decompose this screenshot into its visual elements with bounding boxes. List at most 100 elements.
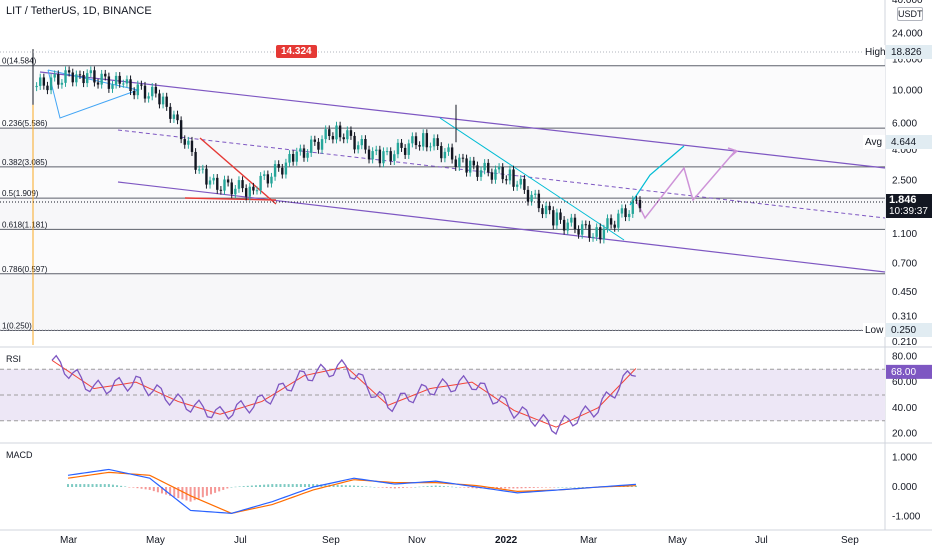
candle-body bbox=[465, 158, 468, 173]
macd-histogram-bar bbox=[340, 485, 343, 487]
candle-body bbox=[422, 133, 425, 147]
candle-body bbox=[537, 193, 541, 209]
candle-body bbox=[378, 149, 382, 164]
macd-histogram-bar bbox=[634, 485, 637, 487]
macd-histogram-bar bbox=[71, 484, 74, 487]
macd-histogram-bar bbox=[291, 484, 294, 487]
candle-body bbox=[125, 79, 129, 84]
candle-body bbox=[418, 145, 421, 147]
candle-body bbox=[580, 224, 584, 235]
macd-histogram-bar bbox=[303, 484, 306, 487]
symbol-title[interactable]: LIT / TetherUS, 1D, BINANCE bbox=[6, 5, 152, 17]
candle-body bbox=[407, 143, 410, 155]
candle-body bbox=[328, 129, 331, 137]
macd-histogram-bar bbox=[430, 485, 433, 487]
candle-body bbox=[241, 180, 244, 189]
macd-histogram-bar bbox=[87, 484, 90, 487]
candle-body bbox=[179, 120, 183, 140]
candle-body bbox=[396, 142, 400, 155]
candle-body bbox=[122, 83, 125, 85]
candle-body bbox=[201, 168, 205, 170]
channel-mid-line bbox=[117, 129, 886, 219]
macd-histogram-bar bbox=[75, 484, 78, 487]
rsi-axis-tick: 80.00 bbox=[892, 351, 917, 362]
macd-histogram-bar bbox=[99, 484, 102, 487]
candle-body bbox=[501, 166, 504, 180]
candle-body bbox=[165, 96, 168, 107]
candle-body bbox=[638, 199, 642, 209]
candle-body bbox=[548, 205, 551, 211]
fib-zone bbox=[0, 166, 885, 199]
triangle-pattern bbox=[47, 69, 140, 119]
macd-histogram-bar bbox=[242, 486, 245, 487]
macd-histogram-bar bbox=[418, 486, 421, 488]
candle-body bbox=[226, 179, 230, 183]
macd-histogram-bar bbox=[287, 484, 290, 487]
candle-body bbox=[198, 169, 201, 171]
candle-body bbox=[190, 140, 194, 152]
macd-histogram-bar bbox=[545, 487, 548, 488]
macd-axis-tick: -1.000 bbox=[892, 511, 921, 522]
candle-body bbox=[570, 217, 573, 223]
macd-histogram-bar bbox=[459, 487, 462, 488]
candle-body bbox=[617, 213, 620, 228]
purple-projection-path bbox=[635, 149, 737, 220]
macd-histogram-bar bbox=[446, 486, 449, 487]
candle-body bbox=[624, 208, 627, 218]
macd-histogram-bar bbox=[214, 487, 217, 493]
current-price: 1.846 bbox=[889, 194, 917, 206]
macd-histogram-bar bbox=[308, 484, 311, 487]
time-axis-tick: Nov bbox=[408, 535, 426, 546]
macd-histogram-bar bbox=[152, 487, 155, 492]
macd-histogram-bar bbox=[230, 487, 233, 488]
macd-histogram-bar bbox=[283, 484, 286, 487]
candle-body bbox=[158, 93, 161, 105]
candle-body bbox=[71, 72, 74, 83]
candle-body bbox=[526, 189, 530, 202]
macd-signal-line bbox=[67, 471, 636, 514]
candle-body bbox=[472, 160, 475, 166]
candle-body bbox=[440, 145, 443, 159]
macd-histogram-bar bbox=[181, 487, 184, 500]
macd-histogram-bar bbox=[410, 487, 413, 488]
macd-histogram-bar bbox=[377, 487, 380, 488]
fib-level-label: 0(14.584) bbox=[2, 57, 37, 66]
rsi-current-value: 68.00 bbox=[891, 367, 916, 378]
channel-upper-line bbox=[39, 71, 886, 169]
candle-body bbox=[263, 174, 266, 176]
macd-histogram-bar bbox=[402, 487, 405, 488]
candle-body bbox=[53, 74, 56, 78]
candle-body bbox=[627, 213, 631, 218]
macd-histogram-bar bbox=[295, 484, 298, 487]
candle-body bbox=[118, 75, 121, 84]
candle-body bbox=[154, 86, 158, 94]
candle-body bbox=[613, 224, 616, 228]
candle-body bbox=[364, 138, 367, 150]
candle-body bbox=[606, 218, 609, 229]
candle-body bbox=[577, 229, 580, 235]
candle-body bbox=[447, 147, 450, 152]
candle-body bbox=[266, 174, 270, 184]
candle-body bbox=[588, 224, 591, 238]
candle-body bbox=[403, 147, 407, 155]
candle-body bbox=[39, 77, 42, 86]
macd-histogram-bar bbox=[512, 487, 515, 489]
candle-body bbox=[291, 154, 295, 162]
macd-histogram-bar bbox=[148, 487, 151, 490]
candle-body bbox=[544, 205, 548, 215]
macd-histogram-bar bbox=[357, 485, 360, 487]
candle-body bbox=[85, 73, 89, 84]
macd-histogram-bar bbox=[246, 485, 249, 487]
macd-histogram-bar bbox=[577, 487, 580, 488]
macd-pane-label: MACD bbox=[6, 450, 33, 460]
currency-badge[interactable]: USDT bbox=[897, 7, 923, 21]
time-axis-tick: May bbox=[146, 535, 165, 546]
level-name-label: High bbox=[865, 47, 886, 58]
candle-body bbox=[306, 152, 309, 158]
candle-body bbox=[107, 76, 111, 89]
level-value-bg bbox=[886, 135, 932, 149]
candle-body bbox=[487, 162, 490, 173]
candle-body bbox=[559, 212, 562, 220]
level-value-bg bbox=[886, 45, 932, 59]
